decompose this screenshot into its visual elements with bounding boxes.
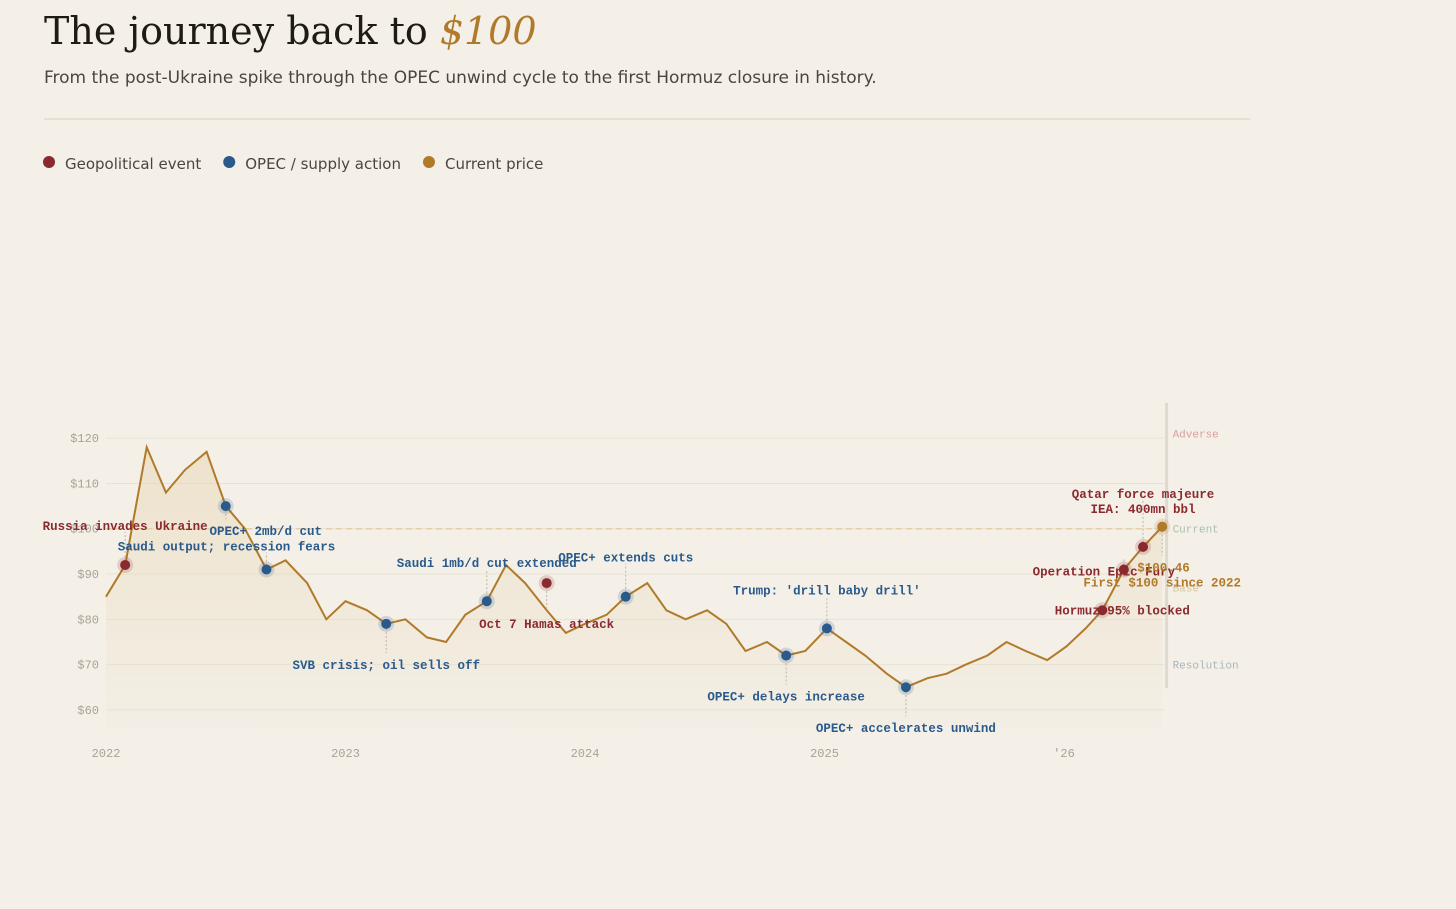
event-marker [541,578,552,589]
legend-label: Geopolitical event [65,155,201,173]
event-label: OPEC+ accelerates unwind [816,722,996,736]
event-label: SVB crisis; oil sells off [292,659,480,673]
y-tick-label: $80 [77,613,99,627]
legend-marker [43,156,55,168]
scenario-label: Current [1173,525,1219,537]
area-fill [106,447,1163,728]
legend-label: OPEC / supply action [245,155,401,173]
event-sublabel: IEA: 400mn bbl [1091,503,1196,517]
event-marker [1118,564,1129,575]
event-marker [481,596,492,607]
event-marker [900,682,911,693]
y-tick-label: $110 [70,477,99,491]
event-label: OPEC+ extends cuts [558,552,693,566]
event-label: Saudi 1mb/d cut extended [397,557,577,571]
event-marker [220,501,231,512]
event-marker [381,618,392,629]
event-label: Saudi output; recession fears [118,541,336,555]
event-marker [1138,541,1149,552]
x-tick-label: '26 [1053,747,1075,761]
legend-label: Current price [445,155,543,173]
event-label: Hormuz 95% blocked [1055,604,1190,618]
title-text: The journey back to [44,9,428,53]
y-tick-label: $100 [70,523,99,537]
chart-title: The journey back to $100 [44,9,537,53]
title-highlight: $100 [440,9,537,53]
price-line [105,443,1163,689]
x-tick-label: 2023 [331,747,360,761]
event-marker [1157,521,1168,532]
event-label: Russia invades Ukraine [43,520,208,534]
x-tick-label: 2025 [810,747,839,761]
y-tick-label: $120 [70,432,99,446]
event-marker [1097,605,1108,616]
event-marker [120,559,131,570]
event-label: Qatar force majeure [1072,488,1215,502]
y-tick-label: $60 [77,704,99,718]
event-sublabel: First $100 since 2022 [1083,577,1241,591]
y-tick-label: $70 [77,659,99,673]
event-marker [821,623,832,634]
event-label: Operation Epic Fury [1033,566,1176,580]
event-marker [620,591,631,602]
event-marker [781,650,792,661]
event-label: Trump: 'drill baby drill' [733,584,921,598]
event-label: OPEC+ 2mb/d cut [209,525,322,539]
event-label: Oct 7 Hamas attack [479,618,615,632]
event-label: OPEC+ delays increase [707,691,865,705]
legend-marker [422,156,435,168]
legend-marker [223,156,236,168]
y-tick-label: $90 [77,568,99,582]
scenario-label: Base [1173,584,1199,596]
x-tick-label: 2022 [92,747,121,761]
x-tick-label: 2024 [571,747,600,761]
event-marker [261,564,272,575]
scenario-label: Resolution [1173,661,1239,673]
subtitle: From the post-Ukraine spike through the … [44,68,877,88]
scenario-label: Adverse [1173,430,1219,442]
value-label: $100.46 [1137,562,1190,576]
